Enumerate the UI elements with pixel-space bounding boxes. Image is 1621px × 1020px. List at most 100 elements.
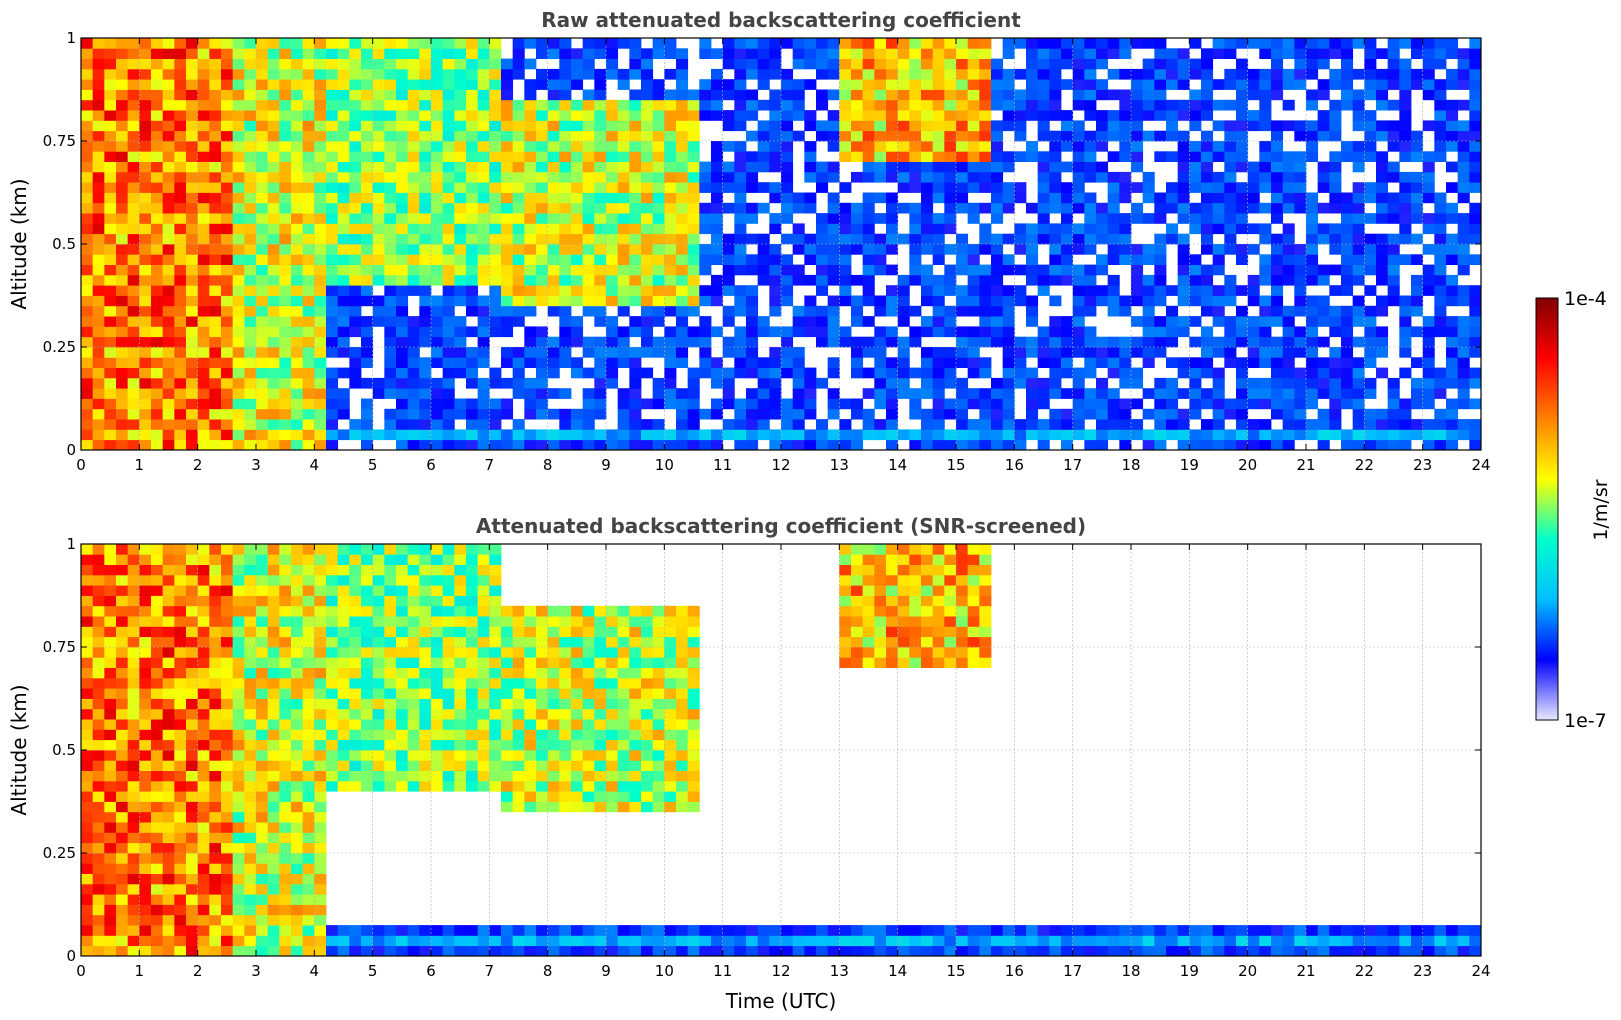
heatmap-cell xyxy=(232,873,245,885)
heatmap-cell xyxy=(221,904,234,916)
heatmap-cell xyxy=(81,316,94,327)
heatmap-cell xyxy=(1002,151,1015,162)
heatmap-cell xyxy=(186,295,199,307)
heatmap-cell xyxy=(244,698,257,710)
heatmap-cell xyxy=(221,842,234,854)
heatmap-cell xyxy=(361,192,374,204)
heatmap-cell xyxy=(162,141,175,152)
heatmap-cell xyxy=(81,708,94,720)
heatmap-cell xyxy=(302,120,315,132)
heatmap-cell xyxy=(979,336,992,348)
heatmap-cell xyxy=(291,554,304,565)
heatmap-cell xyxy=(81,688,94,699)
heatmap-cell xyxy=(1072,326,1085,338)
heatmap-cell xyxy=(221,68,234,80)
heatmap-cell xyxy=(174,770,187,782)
heatmap-cell xyxy=(524,336,537,348)
heatmap-cell xyxy=(1154,89,1167,101)
heatmap-cell xyxy=(1352,213,1365,224)
heatmap-cell xyxy=(256,770,269,782)
heatmap-cell xyxy=(851,99,864,111)
heatmap-cell xyxy=(1189,408,1202,420)
heatmap-cell xyxy=(232,750,245,761)
heatmap-cell xyxy=(1107,429,1120,441)
heatmap-cell xyxy=(1434,192,1447,204)
heatmap-cell xyxy=(1142,388,1155,399)
heatmap-cell xyxy=(839,110,852,121)
heatmap-cell xyxy=(361,151,374,162)
heatmap-cell xyxy=(1282,202,1295,214)
heatmap-cell xyxy=(559,419,572,430)
heatmap-cell xyxy=(944,326,957,338)
heatmap-cell xyxy=(349,213,362,224)
heatmap-cell xyxy=(641,398,654,410)
heatmap-cell xyxy=(582,141,595,152)
heatmap-cell xyxy=(641,192,654,204)
heatmap-cell xyxy=(1177,202,1190,214)
heatmap-cell xyxy=(81,213,94,224)
heatmap-cell xyxy=(804,151,817,162)
heatmap-cell xyxy=(1247,244,1260,255)
heatmap-cell xyxy=(1049,202,1062,214)
heatmap-cell xyxy=(1072,429,1085,441)
heatmap-cell xyxy=(267,564,280,576)
heatmap-cell xyxy=(1341,99,1354,111)
heatmap-cell xyxy=(1131,99,1144,111)
heatmap-cell xyxy=(792,192,805,204)
heatmap-cell xyxy=(279,914,292,926)
heatmap-cell xyxy=(1247,223,1260,235)
heatmap-cell xyxy=(81,894,94,905)
heatmap-cell xyxy=(1166,419,1179,430)
heatmap-cell xyxy=(81,171,94,183)
heatmap-cell xyxy=(711,161,724,173)
heatmap-cell xyxy=(92,554,105,565)
heatmap-cell xyxy=(127,223,140,235)
heatmap-cell xyxy=(151,801,164,813)
heatmap-cell xyxy=(1434,305,1447,317)
heatmap-cell xyxy=(1341,285,1354,296)
heatmap-cell xyxy=(291,429,304,441)
heatmap-cell xyxy=(1107,171,1120,183)
heatmap-cell xyxy=(1294,130,1307,142)
heatmap-cell xyxy=(104,161,117,173)
heatmap-cell xyxy=(1014,223,1027,235)
heatmap-cell xyxy=(1119,429,1132,441)
heatmap-cell xyxy=(967,398,980,410)
heatmap-cell xyxy=(769,254,782,265)
heatmap-cell xyxy=(104,842,117,854)
heatmap-cell xyxy=(1446,182,1459,193)
heatmap-cell xyxy=(1072,336,1085,348)
heatmap-cell xyxy=(279,336,292,348)
heatmap-cell xyxy=(442,439,455,450)
heatmap-cell xyxy=(197,945,210,956)
heatmap-cell xyxy=(326,171,339,183)
heatmap-cell xyxy=(209,698,222,710)
heatmap-cell xyxy=(221,925,234,936)
heatmap-cell xyxy=(372,192,385,204)
heatmap-cell xyxy=(116,822,129,833)
heatmap-cell xyxy=(1317,89,1330,101)
heatmap-cell xyxy=(104,336,117,348)
heatmap-cell xyxy=(722,274,735,286)
heatmap-cell xyxy=(1131,141,1144,152)
heatmap-cell xyxy=(209,925,222,936)
heatmap-cell xyxy=(407,161,420,173)
heatmap-cell xyxy=(582,254,595,265)
heatmap-cell xyxy=(279,554,292,565)
heatmap-cell xyxy=(897,388,910,399)
heatmap-cell xyxy=(209,811,222,823)
heatmap-cell xyxy=(326,419,339,430)
heatmap-cell xyxy=(279,925,292,936)
heatmap-cell xyxy=(139,89,152,101)
heatmap-cell xyxy=(1457,68,1470,80)
heatmap-cell xyxy=(536,171,549,183)
heatmap-cell xyxy=(1294,161,1307,173)
heatmap-cell xyxy=(326,161,339,173)
heatmap-cell xyxy=(1259,161,1272,173)
heatmap-cell xyxy=(1352,89,1365,101)
heatmap-cell xyxy=(1201,202,1214,214)
heatmap-cell xyxy=(442,326,455,338)
heatmap-cell xyxy=(256,295,269,307)
heatmap-cell xyxy=(337,38,350,49)
heatmap-cell xyxy=(851,171,864,183)
